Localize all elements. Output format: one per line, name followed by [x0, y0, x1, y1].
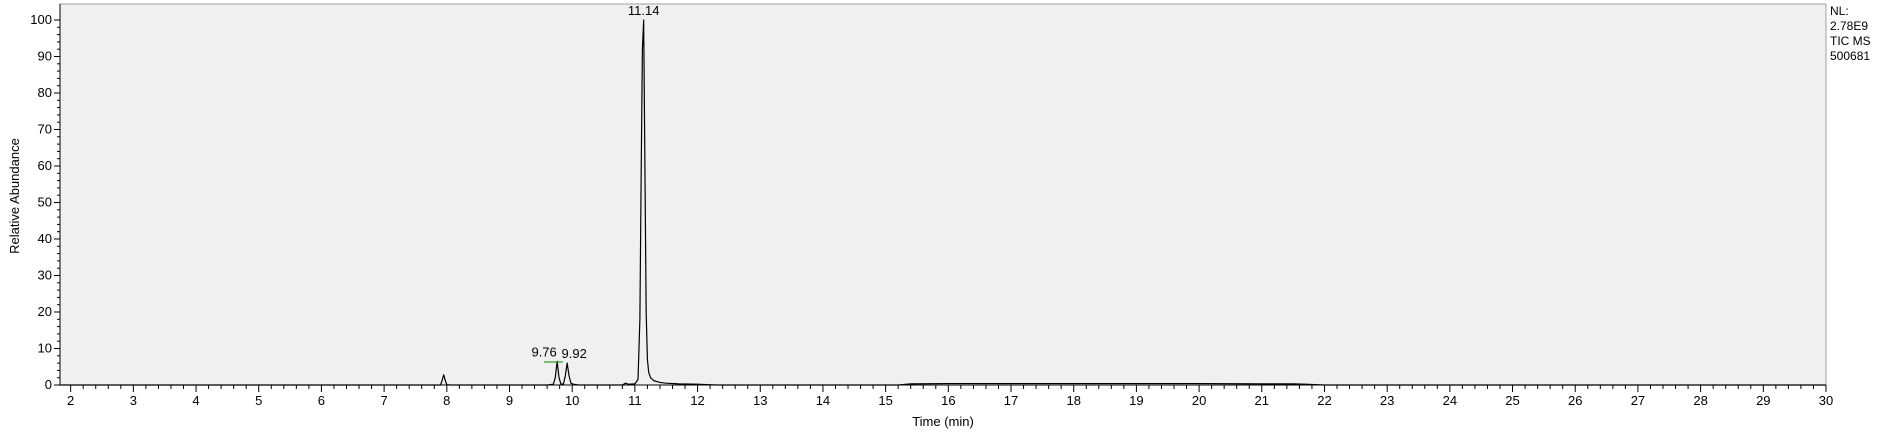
file-name-label: 500681 [1830, 49, 1871, 63]
x-tick-label: 18 [1066, 393, 1080, 408]
y-tick-label: 30 [38, 268, 52, 283]
x-tick-label: 4 [192, 393, 199, 408]
y-tick-label: 70 [38, 122, 52, 137]
x-tick-label: 22 [1317, 393, 1331, 408]
x-tick-label: 15 [878, 393, 892, 408]
y-tick-label: 50 [38, 195, 52, 210]
y-tick-label: 20 [38, 304, 52, 319]
x-tick-label: 23 [1380, 393, 1394, 408]
scan-filter-label: TIC MS [1830, 34, 1871, 48]
x-tick-label: 16 [941, 393, 955, 408]
x-tick-label: 25 [1505, 393, 1519, 408]
x-tick-label: 2 [67, 393, 74, 408]
x-tick-label: 29 [1756, 393, 1770, 408]
x-tick-label: 8 [443, 393, 450, 408]
peak-label: 9.92 [562, 346, 587, 361]
x-tick-label: 7 [380, 393, 387, 408]
instrument-info-panel: NL: 2.78E9 TIC MS 500681 [1830, 4, 1878, 64]
x-tick-label: 6 [318, 393, 325, 408]
x-axis-title: Time (min) [912, 414, 974, 429]
y-axis-title: Relative Abundance [7, 138, 22, 254]
x-tick-label: 27 [1631, 393, 1645, 408]
peak-label: 9.76 [531, 344, 556, 359]
x-tick-label: 20 [1192, 393, 1206, 408]
y-tick-label: 40 [38, 231, 52, 246]
x-tick-label: 21 [1255, 393, 1269, 408]
x-tick-label: 5 [255, 393, 262, 408]
peak-label-layer: 9.76 9.92 11.14 [531, 3, 659, 361]
normalization-value: 2.78E9 [1830, 19, 1869, 33]
x-tick-label: 19 [1129, 393, 1143, 408]
x-tick-label: 24 [1443, 393, 1457, 408]
x-tick-label: 17 [1004, 393, 1018, 408]
x-tick-label: 9 [506, 393, 513, 408]
y-tick-label: 80 [38, 85, 52, 100]
normalization-label: NL: [1830, 4, 1849, 18]
y-tick-label: 10 [38, 341, 52, 356]
x-tick-label: 28 [1693, 393, 1707, 408]
peak-label: 11.14 [628, 3, 660, 18]
series-line-0 [60, 19, 1826, 386]
x-tick-label: 26 [1568, 393, 1582, 408]
y-tick-label: 0 [45, 377, 52, 392]
y-tick-label: 100 [30, 12, 52, 27]
x-tick-label: 13 [753, 393, 767, 408]
trace-layer [60, 19, 1826, 386]
plot-area [59, 3, 1827, 386]
y-tick-label: 90 [38, 49, 52, 64]
x-tick-label: 11 [628, 393, 642, 408]
y-tick-label: 60 [38, 158, 52, 173]
x-tick-label: 12 [690, 393, 704, 408]
x-tick-label: 10 [565, 393, 579, 408]
x-tick-label: 3 [130, 393, 137, 408]
x-tick-label: 30 [1819, 393, 1833, 408]
x-tick-label: 14 [816, 393, 830, 408]
